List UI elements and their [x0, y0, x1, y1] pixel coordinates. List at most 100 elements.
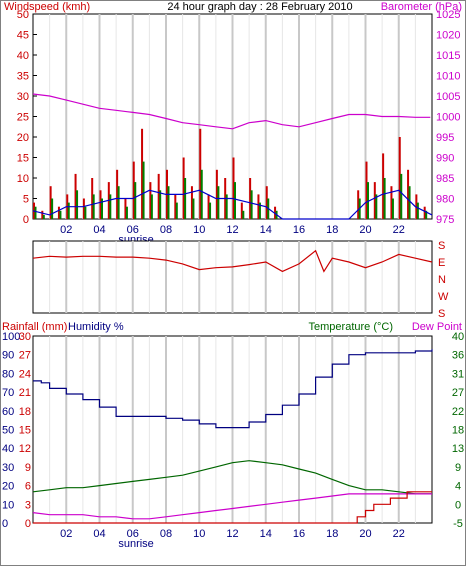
humidity-ytick-10: 10 [2, 499, 14, 511]
humidity-ytick-70: 70 [2, 387, 14, 399]
wind-speed-bar [76, 190, 79, 219]
temp-ytick-8: 4 [455, 481, 461, 493]
wind-speed-bar [383, 178, 386, 219]
humidity-ytick-0: 0 [2, 518, 8, 530]
wind-gust-bar [116, 169, 119, 219]
wind-ytick-5: 5 [23, 194, 29, 206]
baro-ytick-980: 980 [436, 194, 454, 206]
hum-xtick-10: 10 [193, 528, 205, 540]
wind-speed-bar [92, 194, 95, 219]
compass-label-3: W [438, 291, 449, 303]
temperature-line [32, 460, 432, 495]
wind-speed-bar [34, 206, 37, 219]
rain-ytick-2: 24 [19, 368, 31, 380]
temp-ytick-4: 22 [452, 406, 464, 418]
wind-xtick-06: 06 [127, 224, 139, 236]
hum-xtick-04: 04 [93, 528, 105, 540]
wind-speed-bar [400, 173, 403, 219]
wind-gust-bar [357, 190, 360, 219]
humidity-ytick-80: 80 [2, 368, 14, 380]
wind-xtick-02: 02 [60, 224, 72, 236]
wind-gust-bar [257, 194, 260, 219]
temp-ytick-5: 18 [452, 425, 464, 437]
wind-gust-bar [157, 173, 160, 219]
hum-xtick-14: 14 [260, 528, 272, 540]
humidity-ytick-30: 30 [2, 462, 14, 474]
wind-ytick-15: 15 [17, 153, 29, 165]
humidity-ytick-50: 50 [2, 425, 14, 437]
baro-ytick-985: 985 [436, 173, 454, 185]
wind-speed-bar [367, 182, 369, 219]
wind-ytick-50: 50 [17, 9, 29, 21]
label-rainfall: Rainfall (mm) [2, 321, 67, 333]
humidity-line [33, 349, 433, 429]
wind-speed-bar [225, 194, 228, 219]
wind-ytick-45: 45 [17, 30, 29, 42]
hum-xtick-08: 08 [160, 528, 172, 540]
wind-gust-bar [407, 169, 410, 219]
baro-ytick-1000: 1000 [436, 112, 460, 124]
wind-gust-bar [240, 202, 243, 219]
wind-speed-bar [67, 202, 70, 219]
wind-ytick-10: 10 [17, 173, 29, 185]
wind-ytick-0: 0 [23, 214, 29, 226]
rain-ytick-0: 30 [19, 331, 31, 343]
wind-gust-bar [124, 198, 127, 219]
baro-ytick-1025: 1025 [436, 9, 460, 21]
wind-xtick-18: 18 [326, 224, 338, 236]
hum-sunrise-label: sunrise [118, 538, 153, 550]
hum-xtick-18: 18 [326, 528, 338, 540]
baro-ytick-1015: 1015 [436, 50, 460, 62]
humidity-ytick-90: 90 [2, 350, 14, 362]
baro-ytick-975: 975 [436, 214, 454, 226]
wind-speed-bar [242, 210, 245, 219]
temp-ytick-1: 36 [452, 350, 464, 362]
wind-xtick-12: 12 [226, 224, 238, 236]
label-humidity: Humidity % [68, 321, 124, 333]
wind-gust-bar [41, 210, 44, 219]
hum-xtick-22: 22 [393, 528, 405, 540]
wind-gust-bar [74, 173, 77, 219]
wind-direction-line [32, 249, 433, 273]
rain-ytick-10: 0 [25, 518, 31, 530]
wind-speed-bar [184, 178, 187, 219]
wind-speed-bar [42, 214, 45, 219]
wind-speed-bar [250, 190, 253, 219]
baro-ytick-1020: 1020 [436, 30, 460, 42]
wind-speed-bar [408, 186, 411, 219]
wind-speed-bar [416, 202, 419, 219]
wind-gust-bar [207, 194, 210, 219]
wind-gust-bar [365, 161, 368, 219]
wind-gust-bar [190, 186, 193, 219]
baro-ytick-1005: 1005 [436, 91, 460, 103]
wind-speed-bar [142, 161, 145, 219]
rain-ytick-7: 9 [25, 462, 31, 474]
wind-average-line [32, 189, 433, 220]
wind-xtick-22: 22 [393, 224, 405, 236]
temp-ytick-3: 27 [452, 387, 464, 399]
wind-speed-bar [175, 202, 178, 219]
wind-gust-bar [182, 157, 185, 219]
wind-gust-bar [215, 169, 218, 219]
wind-gust-bar [390, 186, 393, 219]
temp-ytick-0: 40 [452, 331, 464, 343]
compass-label-2: N [438, 274, 446, 286]
compass-label-4: S [438, 308, 445, 320]
hum-xtick-02: 02 [60, 528, 72, 540]
wind-gust-bar [91, 178, 94, 219]
humidity-ytick-20: 20 [2, 481, 14, 493]
wind-gust-bar [149, 182, 152, 219]
temp-ytick-10: -5 [453, 518, 463, 530]
wind-gust-bar [265, 186, 268, 219]
wind-ytick-25: 25 [17, 112, 29, 124]
wind-xtick-16: 16 [293, 224, 305, 236]
wind-speed-bar [117, 186, 120, 219]
title-center: 24 hour graph day : 28 February 2010 [167, 1, 352, 13]
wind-gust-bar [423, 206, 426, 219]
wind-ytick-35: 35 [17, 71, 29, 83]
humidity-ytick-40: 40 [2, 443, 14, 455]
wind-gust-bar [199, 128, 202, 219]
wind-speed-bar [217, 186, 220, 219]
wind-speed-bar [59, 210, 62, 219]
title-barometer: Barometer (hPa) [381, 1, 462, 13]
